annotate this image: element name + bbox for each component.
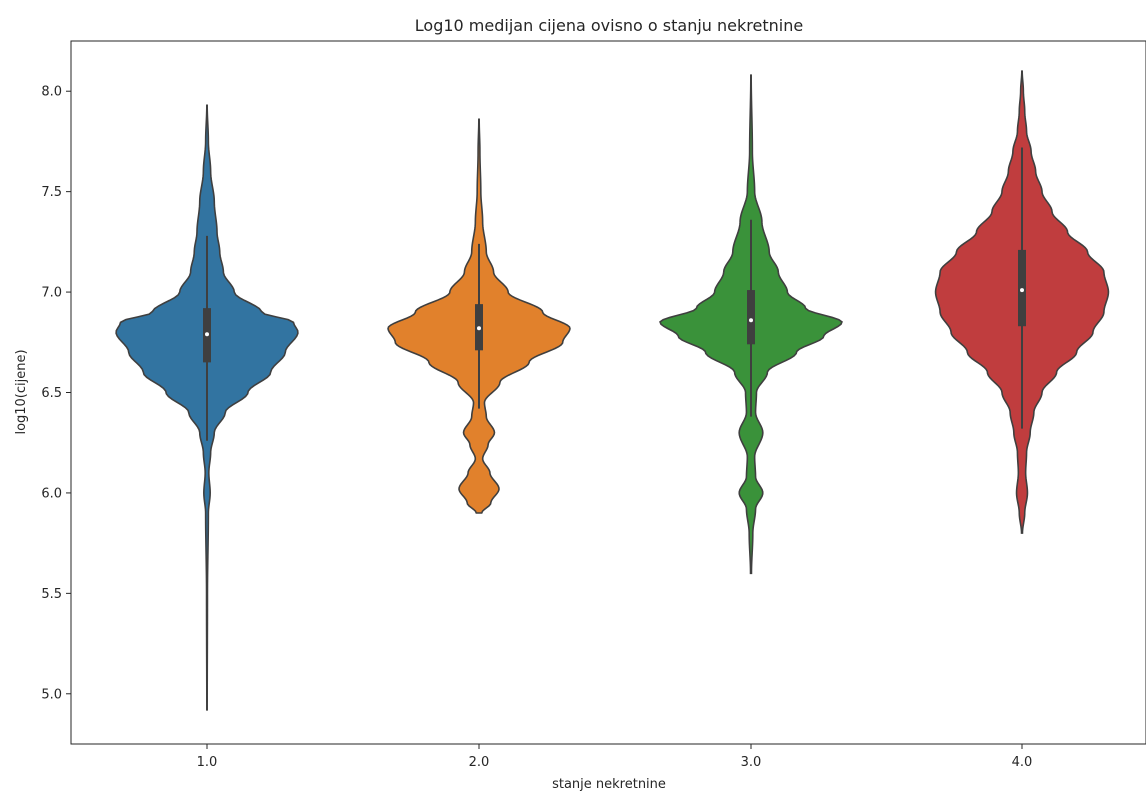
y-axis: 5.0 5.5 6.0 6.5 7.0 7.5 8.0 (41, 85, 71, 702)
y-tick-label: 6.0 (41, 486, 62, 501)
y-tick-label: 5.0 (41, 687, 62, 702)
y-tick-label: 7.0 (41, 286, 62, 301)
violin-median-point (205, 332, 209, 337)
y-tick-label: 6.5 (41, 386, 62, 401)
x-tick-label: 3.0 (741, 755, 762, 770)
violin-median-point (749, 318, 753, 323)
y-axis-label: log10(cijene) (14, 349, 29, 434)
violin-median-point (477, 326, 481, 331)
x-axis: 1.0 2.0 3.0 4.0 (197, 744, 1033, 770)
violin-iqr-box (747, 290, 755, 345)
x-tick-label: 4.0 (1012, 755, 1033, 770)
y-tick-label: 5.5 (41, 587, 62, 602)
y-tick-label: 7.5 (41, 185, 62, 200)
y-tick-label: 8.0 (41, 85, 62, 100)
chart-title: Log10 medijan cijena ovisno o stanju nek… (415, 16, 803, 35)
violin-group (115, 70, 1110, 711)
violin-median-point (1020, 288, 1024, 293)
x-axis-label: stanje nekretnine (552, 777, 666, 792)
violin-iqr-box (1018, 249, 1026, 327)
x-tick-label: 1.0 (197, 755, 218, 770)
x-tick-label: 2.0 (469, 755, 490, 770)
